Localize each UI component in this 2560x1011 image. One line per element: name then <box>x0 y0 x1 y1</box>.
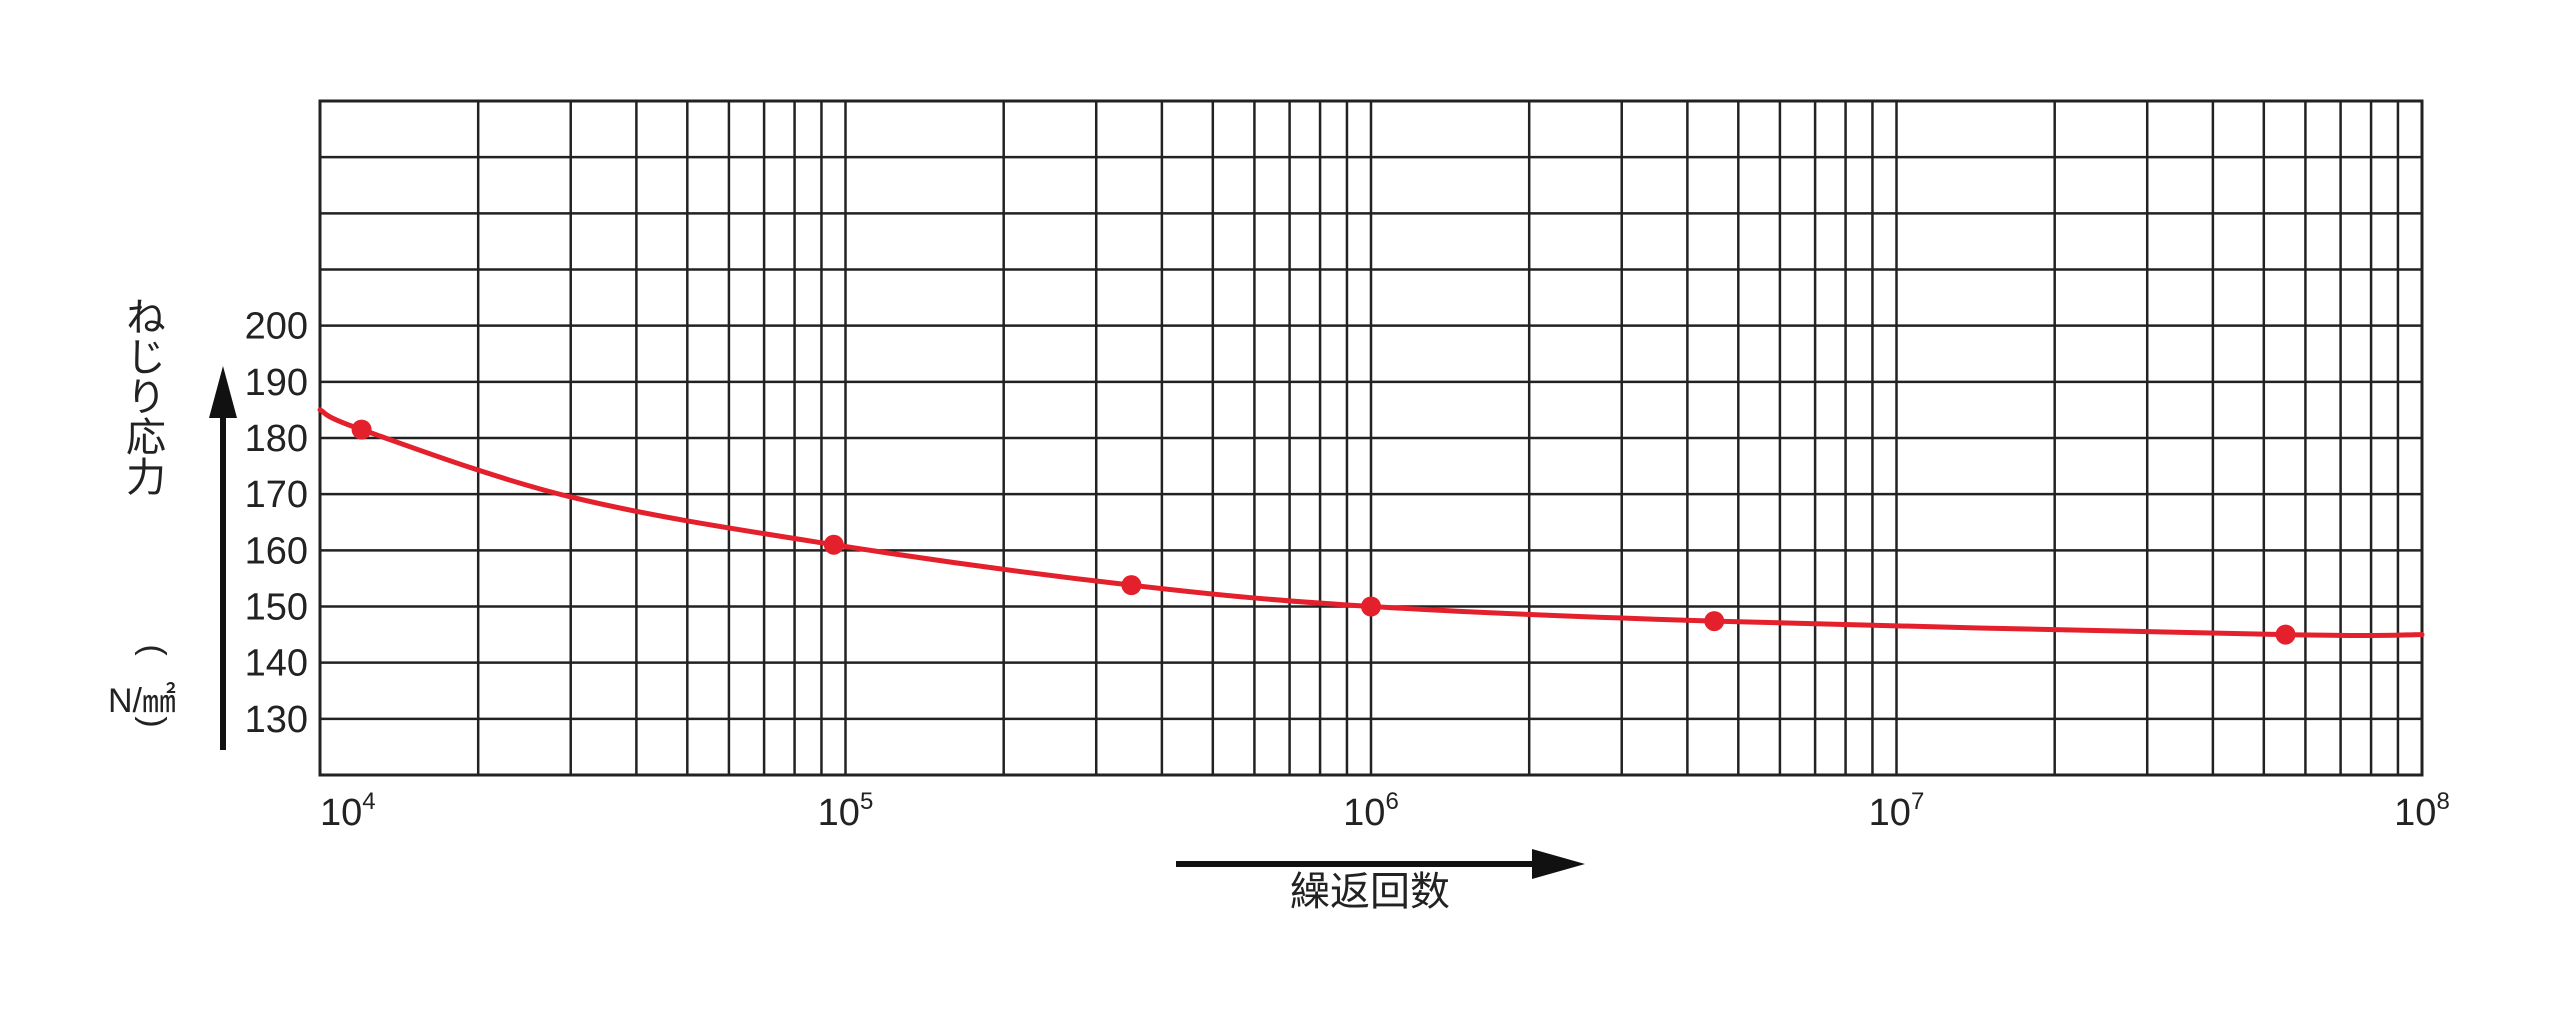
x-tick-labels: 104 105 106 107 108 <box>320 788 2450 834</box>
x-tick-label: 105 <box>818 788 874 834</box>
y-axis-unit-close-paren: ) <box>134 716 172 727</box>
y-tick-label: 140 <box>245 643 308 685</box>
y-tick-label: 200 <box>245 306 308 348</box>
y-axis-unit: N/㎟ <box>108 682 176 720</box>
x-tick-label: 107 <box>1869 788 1925 834</box>
data-point <box>823 534 844 555</box>
data-point <box>1704 611 1725 632</box>
data-point <box>1361 596 1381 617</box>
series-layer <box>317 407 2425 645</box>
y-tick-label: 180 <box>245 418 308 460</box>
y-tick-label: 190 <box>245 362 308 404</box>
y-axis-arrow-head <box>209 366 237 418</box>
y-tick-label: 170 <box>245 474 308 516</box>
x-axis-title: 繰返回数 <box>1290 869 1450 915</box>
y-axis-unit-open-paren: ( <box>134 644 172 656</box>
y-tick-label: 130 <box>245 699 308 741</box>
chart-grid <box>320 101 2422 775</box>
x-tick-label: 106 <box>1343 788 1399 834</box>
x-axis-arrow-head <box>1532 849 1585 879</box>
x-tick-label: 108 <box>2394 788 2450 834</box>
series-line <box>317 407 2425 639</box>
y-tick-labels: 130 140 150 160 170 180 190 200 <box>245 306 308 741</box>
y-axis-title: ねじり応力 <box>119 296 165 496</box>
data-point <box>2275 624 2296 645</box>
data-point <box>351 419 372 440</box>
y-tick-label: 160 <box>245 530 308 572</box>
y-tick-label: 150 <box>245 587 308 629</box>
x-tick-label: 104 <box>320 788 376 834</box>
data-point <box>1121 575 1142 596</box>
plot-frame <box>318 99 2424 777</box>
